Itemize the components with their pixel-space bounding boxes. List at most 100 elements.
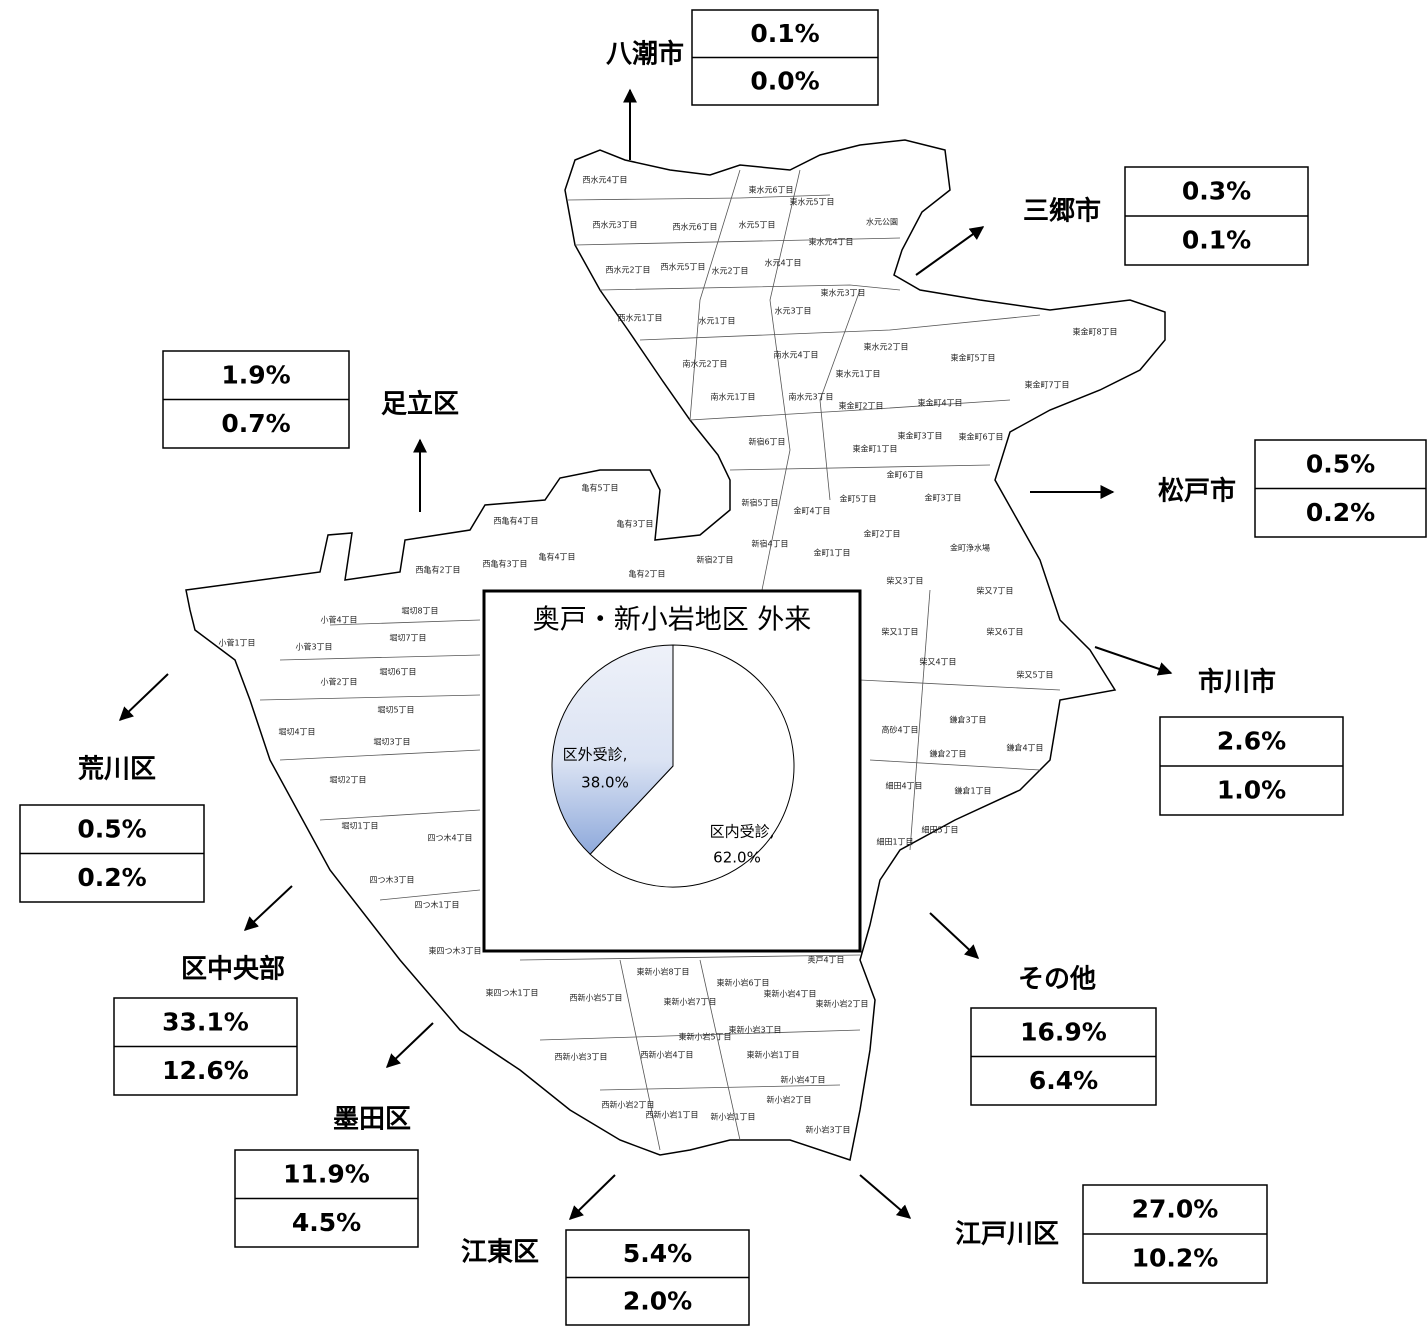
town-label: 亀有4丁目	[538, 552, 575, 562]
town-label: 小菅3丁目	[295, 642, 332, 652]
destination-name: 江戸川区	[955, 1220, 1059, 1250]
share-value: 2.0%	[623, 1286, 692, 1315]
town-label: 西亀有2丁目	[415, 565, 460, 575]
town-label: 水元公園	[866, 217, 898, 227]
town-label: 新宿5丁目	[741, 498, 778, 508]
town-label: 東金町3丁目	[897, 431, 942, 441]
town-label: 西新小岩5丁目	[569, 993, 622, 1003]
town-label: 東新小岩2丁目	[815, 999, 868, 1009]
town-label: 東新小岩4丁目	[763, 989, 816, 999]
share-value: 0.3%	[1182, 177, 1251, 206]
share-value: 10.2%	[1132, 1244, 1219, 1273]
share-value: 0.1%	[1182, 226, 1251, 255]
town-label: 亀有5丁目	[581, 483, 618, 493]
town-label: 鎌倉4丁目	[1006, 743, 1043, 753]
share-value: 6.4%	[1029, 1066, 1098, 1095]
town-label: 西水元6丁目	[672, 222, 717, 232]
town-label: 小菅1丁目	[218, 638, 255, 648]
town-label: 堀切5丁目	[377, 706, 414, 715]
town-label: 南水元4丁目	[773, 350, 818, 360]
pie-inset: 奥戸・新小岩地区 外来 区内受診, 62.0% 区外受診, 38.0%	[482, 589, 862, 953]
share-value: 1.9%	[221, 360, 290, 389]
town-label: 西新小岩4丁目	[640, 1050, 693, 1060]
arrow	[118, 673, 169, 721]
town-label: 四つ木4丁目	[427, 833, 472, 843]
town-label: 東金町4丁目	[917, 398, 962, 408]
town-label: 東四つ木1丁目	[485, 988, 538, 998]
share-value: 4.5%	[292, 1208, 361, 1237]
town-label: 東新小岩8丁目	[636, 967, 689, 977]
destination-name: 八潮市	[606, 39, 684, 70]
town-label: 水元4丁目	[764, 258, 801, 268]
town-label: 細田5丁目	[921, 825, 958, 835]
arrow	[1094, 646, 1173, 676]
share-value: 0.2%	[1306, 498, 1375, 527]
town-label: 水元1丁目	[698, 316, 735, 326]
town-label: 東金町1丁目	[852, 444, 897, 454]
destination-name: 足立区	[381, 389, 459, 420]
town-label: 西水元4丁目	[582, 175, 627, 185]
town-label: 新宿2丁目	[696, 555, 733, 565]
town-label: 西亀有3丁目	[482, 559, 527, 569]
town-label: 東新小岩7丁目	[663, 997, 716, 1007]
town-label: 柴又7丁目	[976, 586, 1013, 596]
destinations: 八潮市 0.1% 0.0% 三郷市 0.3% 0.1% 足立区 1.9% 0.7% 松戸市 0.5%…	[19, 9, 1427, 1326]
town-label: 西新小岩2丁目	[601, 1100, 654, 1110]
town-label: 東水元2丁目	[863, 342, 908, 352]
slice-value: 38.0%	[581, 774, 629, 792]
arrow	[568, 1174, 616, 1220]
pie-slice	[551, 644, 674, 855]
arrow	[385, 1022, 434, 1068]
town-label: 堀切1丁目	[341, 822, 378, 831]
town-label: 柴又6丁目	[986, 627, 1023, 637]
town-label: 堀切8丁目	[401, 607, 438, 616]
town-label: 金町4丁目	[793, 506, 830, 516]
town-label: 新小岩4丁目	[780, 1075, 825, 1085]
town-label: 堀切4丁目	[278, 728, 315, 737]
share-value: 27.0%	[1132, 1195, 1219, 1224]
town-label: 新宿4丁目	[751, 539, 788, 549]
town-label: 高砂4丁目	[881, 725, 918, 735]
town-label: 金町3丁目	[924, 493, 961, 503]
arrow	[859, 1174, 912, 1219]
town-label: 新宿6丁目	[748, 437, 785, 447]
town-label: 亀有2丁目	[628, 569, 665, 579]
town-label: 東水元6丁目	[748, 185, 793, 195]
town-label: 東水元4丁目	[808, 237, 853, 247]
town-label: 東四つ木3丁目	[428, 946, 481, 956]
pie-slice	[589, 644, 795, 888]
town-label: 東水元5丁目	[789, 197, 834, 207]
town-label: 細田4丁目	[885, 781, 922, 791]
town-label: 水元3丁目	[774, 306, 811, 316]
arrow	[929, 912, 980, 959]
town-label: 西水元3丁目	[592, 220, 637, 230]
town-label: 小菅4丁目	[320, 615, 357, 625]
share-value: 0.7%	[221, 409, 290, 438]
town-label: 水元2丁目	[711, 266, 748, 276]
town-label: 東金町2丁目	[838, 401, 883, 411]
town-label: 奥戸4丁目	[807, 955, 844, 965]
town-label: 東水元1丁目	[835, 369, 880, 379]
district-lines	[259, 169, 1061, 1151]
town-label: 東金町8丁目	[1072, 327, 1117, 337]
share-value: 0.0%	[750, 66, 819, 95]
slice-value: 62.0%	[713, 849, 761, 867]
town-label: 柴又5丁目	[1016, 670, 1053, 680]
town-label: 柴又1丁目	[881, 627, 918, 637]
town-label: 東新小岩1丁目	[746, 1050, 799, 1060]
slice-label: 区外受診,	[563, 746, 628, 764]
town-label: 堀切6丁目	[379, 668, 416, 677]
pie-title: 奥戸・新小岩地区 外来	[533, 605, 812, 636]
share-value: 0.5%	[77, 814, 146, 843]
share-value: 0.5%	[1306, 449, 1375, 478]
town-label: 堀切3丁目	[373, 738, 410, 747]
arrow	[243, 885, 293, 931]
town-label: 新小岩2丁目	[766, 1095, 811, 1105]
town-label: 西水元2丁目	[605, 265, 650, 275]
town-label: 金町6丁目	[886, 470, 923, 480]
town-label: 柴又3丁目	[886, 576, 923, 586]
arrow	[915, 226, 985, 276]
town-label: 金町5丁目	[839, 494, 876, 504]
